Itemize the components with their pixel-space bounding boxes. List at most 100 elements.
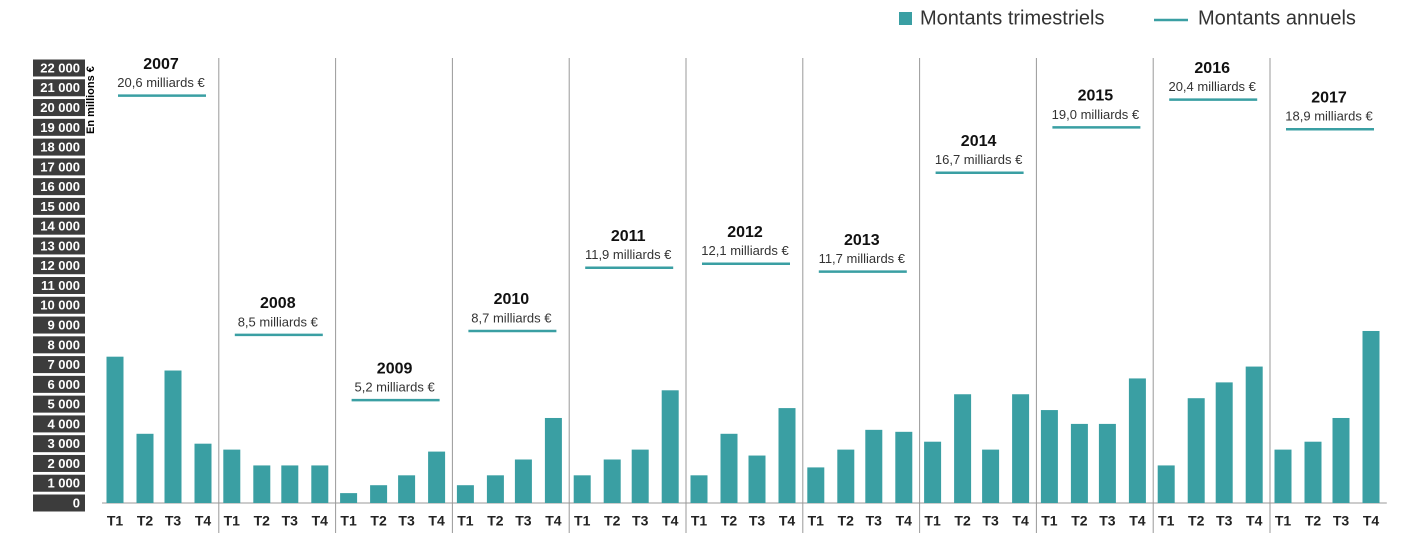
x-tick-label: T4	[1363, 513, 1380, 529]
y-tick-label: 11 000	[41, 278, 80, 293]
bar	[1332, 417, 1350, 503]
y-tick-box	[33, 336, 85, 354]
bar	[807, 467, 825, 503]
x-tick-label: T1	[808, 513, 825, 529]
x-tick-label: T4	[779, 513, 796, 529]
y-tick-label: 20 000	[40, 100, 80, 115]
x-tick-label: T1	[924, 513, 941, 529]
x-tick-label: T2	[137, 513, 154, 529]
bar	[924, 441, 942, 503]
y-tick-box	[33, 59, 85, 77]
x-tick-label: T3	[282, 513, 299, 529]
x-tick-label: T1	[1041, 513, 1058, 529]
y-tick-box	[33, 356, 85, 374]
bar	[544, 417, 562, 503]
y-tick-box	[33, 138, 85, 156]
y-tick-label: 4 000	[47, 416, 80, 431]
bar	[1274, 449, 1292, 503]
x-tick-label: T2	[1305, 513, 1322, 529]
annual-label: 18,9 milliards €	[1285, 109, 1373, 124]
legend-swatch	[899, 12, 912, 25]
y-tick-box	[33, 494, 85, 512]
year-label: 2011	[611, 228, 646, 245]
y-tick-label: 9 000	[47, 317, 80, 332]
bar	[1157, 465, 1175, 503]
bar	[982, 449, 1000, 503]
bar	[895, 431, 913, 503]
bar	[1187, 398, 1205, 503]
bar	[106, 356, 124, 503]
annual-label: 11,9 milliards €	[585, 247, 672, 262]
x-tick-label: T3	[749, 513, 766, 529]
bar	[631, 449, 649, 503]
y-tick-box	[33, 99, 85, 117]
bar	[1098, 423, 1116, 503]
y-tick-box	[33, 178, 85, 196]
x-tick-label: T4	[1246, 513, 1263, 529]
bar	[164, 370, 182, 503]
y-tick-box	[33, 316, 85, 334]
year-label: 2014	[961, 133, 997, 150]
bar	[1128, 378, 1146, 503]
y-tick-label: 5 000	[47, 397, 80, 412]
x-tick-label: T3	[515, 513, 532, 529]
bar	[661, 390, 679, 503]
y-tick-box	[33, 237, 85, 255]
y-tick-label: 15 000	[40, 199, 80, 214]
y-tick-label: 6 000	[47, 377, 80, 392]
x-tick-label: T1	[457, 513, 474, 529]
x-tick-label: T1	[574, 513, 591, 529]
y-tick-label: 17 000	[40, 159, 80, 174]
annual-label: 19,0 milliards €	[1052, 107, 1140, 122]
y-tick-label: 16 000	[40, 179, 80, 194]
y-tick-box	[33, 118, 85, 136]
bar	[398, 475, 416, 503]
x-tick-label: T2	[838, 513, 855, 529]
y-tick-box	[33, 79, 85, 97]
year-label: 2015	[1078, 88, 1114, 105]
bar	[311, 465, 329, 503]
y-tick-label: 18 000	[40, 140, 80, 155]
bar	[281, 465, 299, 503]
x-tick-label: T2	[721, 513, 738, 529]
y-tick-label: 2 000	[47, 456, 80, 471]
x-tick-label: T3	[1333, 513, 1350, 529]
y-tick-label: 10 000	[40, 298, 80, 313]
annual-label: 16,7 milliards €	[935, 152, 1023, 167]
bar	[1215, 382, 1233, 503]
x-tick-label: T2	[1188, 513, 1205, 529]
x-tick-label: T2	[370, 513, 387, 529]
x-tick-label: T2	[254, 513, 271, 529]
x-tick-label: T2	[604, 513, 621, 529]
legend-label: Montants annuels	[1198, 7, 1356, 29]
x-tick-label: T3	[982, 513, 999, 529]
y-tick-box	[33, 375, 85, 393]
y-tick-label: 22 000	[40, 60, 80, 75]
x-tick-label: T4	[312, 513, 329, 529]
bar	[1012, 394, 1030, 503]
x-tick-label: T4	[1129, 513, 1146, 529]
y-tick-label: 1 000	[47, 476, 80, 491]
bar	[253, 465, 271, 503]
x-tick-label: T1	[107, 513, 124, 529]
bar	[1362, 330, 1380, 503]
year-label: 2009	[377, 360, 413, 377]
y-tick-box	[33, 435, 85, 453]
bar	[573, 475, 591, 503]
x-tick-label: T3	[165, 513, 182, 529]
x-tick-label: T1	[1275, 513, 1292, 529]
y-tick-box	[33, 454, 85, 472]
x-tick-label: T2	[1071, 513, 1088, 529]
year-label: 2008	[260, 295, 296, 312]
x-tick-label: T3	[398, 513, 415, 529]
bar	[514, 459, 532, 503]
x-tick-label: T4	[896, 513, 913, 529]
x-tick-label: T2	[487, 513, 504, 529]
year-label: 2016	[1194, 60, 1230, 77]
y-tick-label: 21 000	[40, 80, 80, 95]
y-tick-label: 14 000	[40, 219, 80, 234]
x-tick-label: T1	[1158, 513, 1175, 529]
y-tick-box	[33, 257, 85, 275]
bar	[603, 459, 621, 503]
